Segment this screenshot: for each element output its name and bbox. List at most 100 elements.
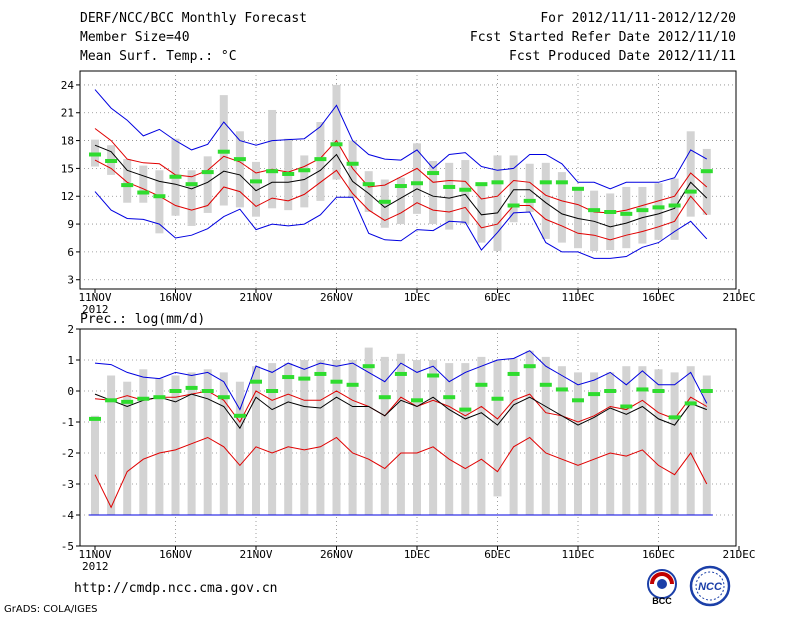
member-size: Member Size=40: [80, 30, 190, 45]
prec-spread-box: [654, 369, 663, 515]
prec-median-marker: [652, 389, 665, 393]
prec-y-tick-label: -2: [61, 447, 74, 460]
temp-median-marker: [298, 168, 311, 173]
prec-spread-box: [670, 372, 679, 515]
prec-spread-box: [396, 353, 405, 515]
temp-x-tick-label: 6DEC: [484, 291, 511, 304]
prec-median-marker: [491, 396, 504, 401]
temp-x-tick-label: 11DEC: [561, 291, 594, 304]
temp-median-marker: [362, 182, 375, 187]
prec-median-marker: [105, 398, 118, 403]
prec-spread-box: [557, 366, 566, 515]
prec-spread-box: [445, 363, 454, 515]
temp-spread-box: [461, 160, 470, 225]
temp-median-marker: [572, 186, 584, 191]
prec-x-tick-label: 21DEC: [722, 548, 755, 561]
temp-spread-box: [509, 155, 518, 223]
temp-median-marker: [137, 190, 150, 195]
temp-spread-box: [252, 161, 260, 217]
prec-spread-box: [686, 366, 695, 515]
variable-label: Mean Surf. Temp.: °C: [80, 49, 237, 64]
temp-median-marker: [427, 171, 440, 176]
temp-x-year-label: 2012: [82, 303, 109, 316]
temp-x-tick-label: 1DEC: [404, 291, 431, 304]
temp-spread-box: [541, 162, 550, 239]
prec-spread-box: [525, 350, 534, 515]
temp-median-marker: [105, 158, 118, 163]
temp-median-marker: [636, 208, 649, 213]
prec-spread-box: [702, 375, 711, 515]
prec-median-marker: [507, 371, 520, 376]
prec-spread-box: [155, 378, 164, 515]
prec-spread-box: [107, 375, 116, 515]
temp-spread-box: [445, 162, 454, 230]
temp-spread-box: [622, 186, 631, 249]
temp-x-tick-label: 21NOV: [239, 291, 272, 304]
prec-median-marker: [153, 395, 166, 400]
prec-spread-box: [268, 363, 277, 515]
temp-median-marker: [475, 182, 488, 187]
prec-median-marker: [330, 379, 343, 384]
prec-y-tick-label: -5: [61, 540, 74, 553]
temp-spread-box: [364, 171, 373, 213]
prec-median-marker: [620, 404, 633, 409]
prec-median-marker: [394, 371, 407, 376]
prec-spread-box: [638, 366, 647, 515]
prec-median-marker: [555, 387, 568, 392]
ncc-logo-text: NCC: [698, 581, 723, 593]
prec-median-marker: [572, 398, 584, 403]
prec-spread-box: [380, 356, 389, 515]
prec-median-marker: [411, 398, 423, 403]
prec-spread-box: [123, 381, 132, 515]
prec-mean-minus-sd-line: [94, 436, 708, 509]
prec-spread-box: [139, 369, 148, 515]
started-date: Fcst Started Refer Date 2012/11/10: [469, 30, 736, 45]
temp-y-tick-label: 9: [67, 218, 74, 231]
temp-median-marker: [507, 203, 520, 208]
prec-median-marker: [588, 392, 601, 397]
source-url[interactable]: http://cmdp.ncc.cma.gov.cn: [74, 581, 278, 596]
prec-mean-plus-sd-line: [94, 390, 708, 423]
temp-spread-box: [187, 170, 196, 226]
temp-spread-box: [316, 122, 325, 201]
temp-median-marker: [604, 210, 617, 215]
temp-spread-box: [606, 193, 615, 251]
temp-median-marker: [185, 182, 198, 187]
temp-ensemble-mean-line: [94, 144, 708, 228]
temp-y-tick-label: 15: [61, 162, 74, 175]
temp-spread-box: [235, 131, 244, 208]
temp-median-marker: [443, 184, 456, 189]
prec-x-tick-label: 11DEC: [561, 548, 594, 561]
temp-spread-box: [477, 185, 486, 243]
temp-median-marker: [346, 161, 359, 166]
prec-x-tick-label: 16DEC: [642, 548, 675, 561]
prec-median-marker: [427, 373, 440, 378]
prec-ensemble-max-line: [94, 350, 708, 411]
prec-x-tick-label: 16NOV: [159, 548, 192, 561]
temp-x-tick-label: 21DEC: [722, 291, 755, 304]
temp-spread-box: [686, 131, 695, 217]
temp-y-tick-label: 18: [61, 135, 74, 148]
prec-spread-box: [300, 360, 309, 515]
prec-median-marker: [459, 407, 472, 412]
prec-median-marker: [169, 389, 182, 393]
prec-median-marker: [684, 401, 697, 406]
temp-y-tick-label: 6: [67, 246, 74, 259]
prec-median-marker: [185, 385, 198, 390]
prec-median-marker: [298, 376, 311, 381]
temp-median-marker: [684, 189, 697, 194]
prec-median-marker: [266, 389, 279, 393]
prec-ensemble-mean-line: [94, 393, 707, 430]
prec-spread-box: [541, 356, 550, 515]
forecast-period: For 2012/11/11-2012/12/20: [540, 11, 736, 26]
temp-plot-frame: [79, 70, 737, 290]
temp-y-tick-label: 12: [61, 190, 74, 203]
prec-spread-box: [235, 381, 244, 515]
prec-median-marker: [89, 416, 101, 421]
prec-median-marker: [233, 413, 246, 418]
prec-y-tick-label: -1: [61, 416, 74, 429]
prec-spread-box: [171, 375, 180, 515]
prec-spread-box: [219, 372, 228, 515]
prec-median-marker: [250, 379, 262, 384]
prec-median-marker: [346, 382, 359, 387]
